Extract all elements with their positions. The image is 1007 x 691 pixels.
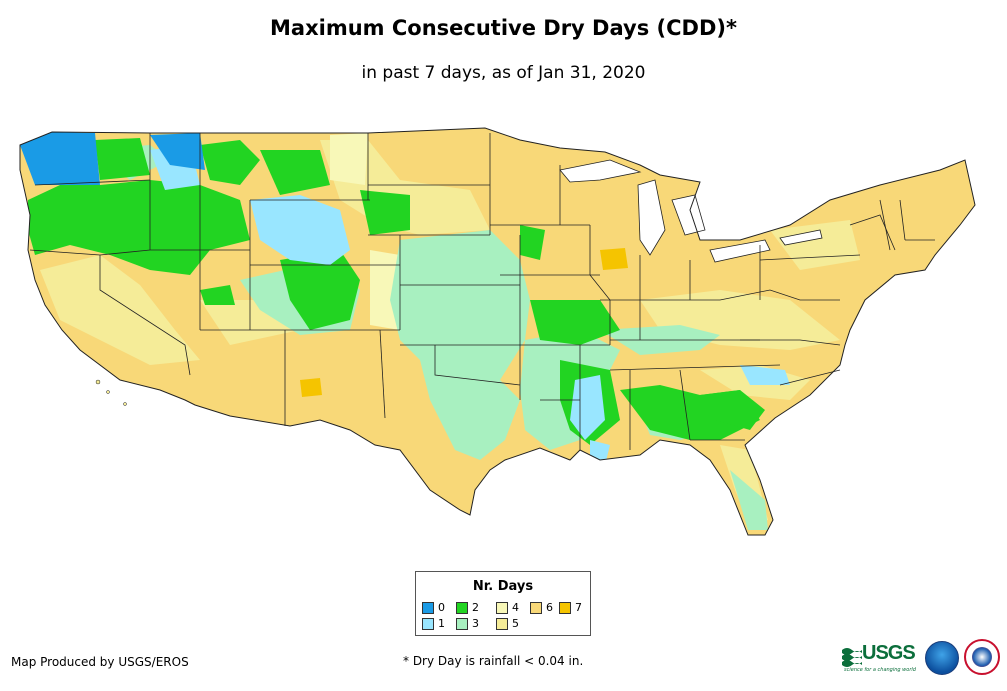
legend-item-0: 0 — [422, 602, 445, 614]
legend-label: 1 — [438, 617, 445, 630]
legend-swatch — [422, 618, 434, 630]
legend-label: 5 — [512, 617, 519, 630]
legend-item-1: 1 — [422, 618, 445, 630]
usgs-wordmark: USGS — [862, 642, 916, 664]
legend-item-7: 7 — [559, 602, 582, 614]
map-legend: Nr. Days 0 1 2 3 4 5 6 7 — [415, 571, 591, 636]
state-borders — [29, 133, 935, 450]
legend-item-6: 6 — [530, 602, 553, 614]
great-lakes — [559, 159, 823, 263]
legend-label: 2 — [472, 601, 479, 614]
dry-day-footnote: * Dry Day is rainfall < 0.04 in. — [403, 654, 584, 668]
legend-label: 3 — [472, 617, 479, 630]
legend-item-4: 4 — [496, 602, 519, 614]
legend-swatch — [559, 602, 571, 614]
map-subtitle: in past 7 days, as of Jan 31, 2020 — [361, 63, 646, 83]
legend-label: 6 — [546, 601, 553, 614]
map-land — [20, 128, 975, 535]
legend-item-5: 5 — [496, 618, 519, 630]
legend-label: 4 — [512, 601, 519, 614]
nws-logo — [964, 639, 1000, 675]
legend-swatch — [496, 602, 508, 614]
legend-label: 0 — [438, 601, 445, 614]
coastal-islands — [95, 379, 127, 406]
credit-text: Map Produced by USGS/EROS — [11, 655, 189, 669]
usgs-wave-icon — [842, 648, 862, 667]
legend-title: Nr. Days — [472, 579, 534, 594]
usgs-logo: USGS science for a changing world — [842, 642, 918, 676]
usgs-tagline: science for a changing world — [844, 667, 916, 673]
legend-swatch — [496, 618, 508, 630]
legend-label: 7 — [575, 601, 582, 614]
us-outline — [19, 127, 976, 536]
legend-item-3: 3 — [456, 618, 479, 630]
legend-swatch — [422, 602, 434, 614]
legend-swatch — [530, 602, 542, 614]
map-title: Maximum Consecutive Dry Days (CDD)* — [270, 16, 737, 40]
noaa-logo — [925, 641, 959, 675]
legend-swatch — [456, 618, 468, 630]
legend-item-2: 2 — [456, 602, 479, 614]
legend-swatch — [456, 602, 468, 614]
